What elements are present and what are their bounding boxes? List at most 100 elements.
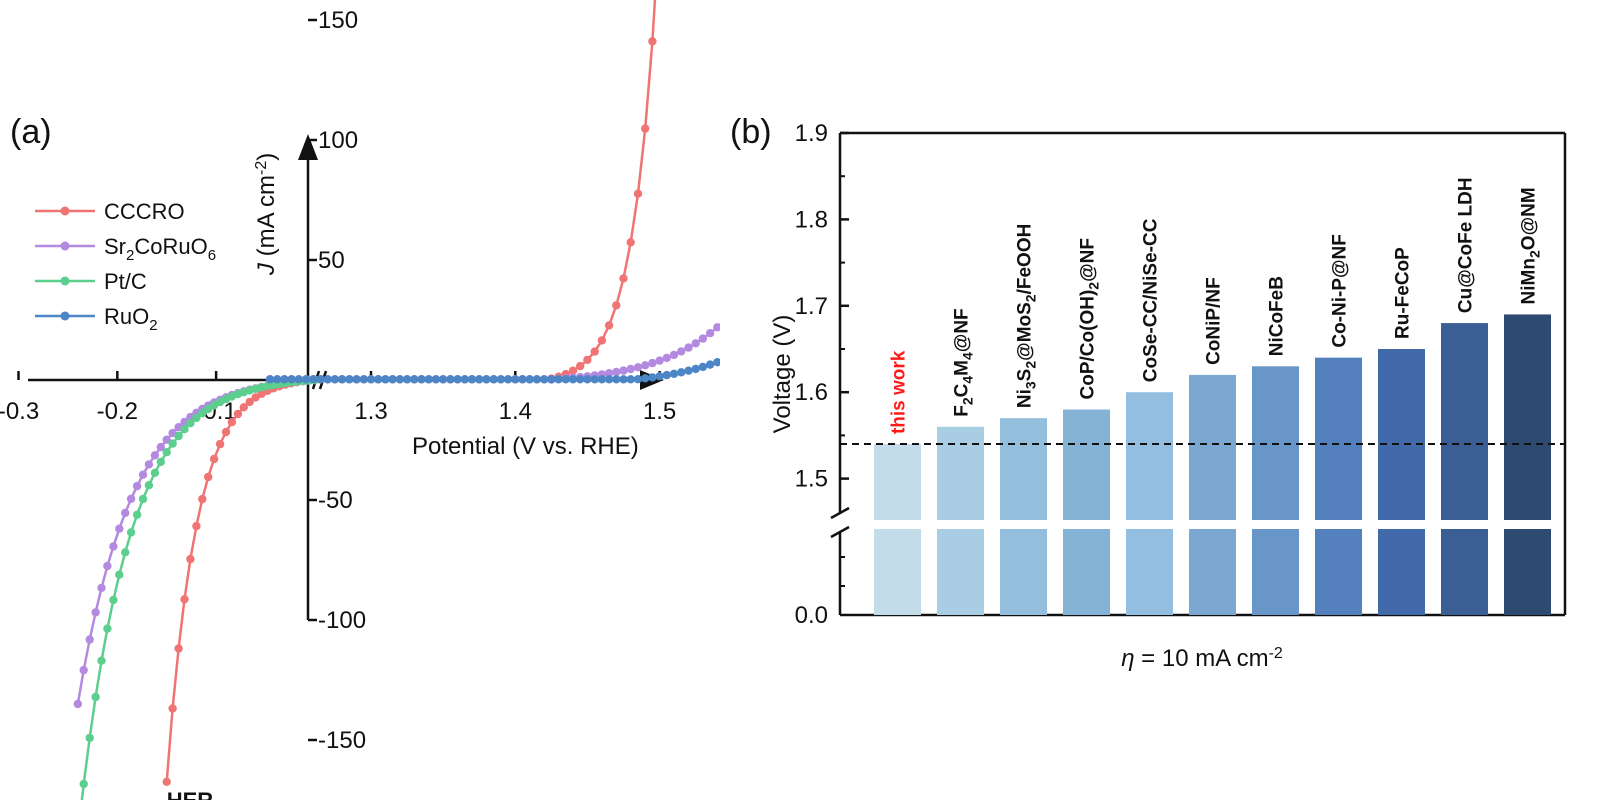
legend-marker xyxy=(60,241,70,251)
data-point xyxy=(192,413,201,423)
data-point xyxy=(280,375,289,384)
legend-label: RuO2 xyxy=(104,304,158,334)
data-point xyxy=(265,375,275,384)
bar-lower xyxy=(1504,529,1551,615)
data-point xyxy=(511,375,520,384)
y-tick-label: 100 xyxy=(318,127,358,154)
data-point xyxy=(662,370,671,380)
bar-label: NiMn2O@NM xyxy=(1519,187,1543,304)
y-tick-label: 1.9 xyxy=(795,120,828,147)
bar-label: F2C4M4@NF xyxy=(952,308,976,416)
data-point xyxy=(103,561,112,571)
data-point xyxy=(525,375,534,384)
data-point xyxy=(626,364,635,374)
data-point xyxy=(677,368,686,377)
bar-lower xyxy=(874,529,921,615)
data-point xyxy=(115,570,124,579)
data-point xyxy=(633,189,643,198)
x-tick-label: 1.4 xyxy=(499,398,532,425)
data-point xyxy=(417,375,426,384)
y-axis-label: J (mA cm-2) xyxy=(253,153,281,276)
bar-upper xyxy=(1441,323,1488,520)
data-point xyxy=(121,508,130,518)
data-point xyxy=(669,350,679,360)
data-point xyxy=(633,375,643,384)
data-point xyxy=(162,435,171,444)
data-point xyxy=(323,375,332,384)
bar-lower xyxy=(1189,529,1236,615)
bar-upper xyxy=(1378,349,1425,520)
data-point xyxy=(109,542,118,551)
data-point xyxy=(215,439,225,449)
annotation-oer: OER xyxy=(472,0,520,4)
series-line xyxy=(270,0,657,381)
bar-label: CoSe-CC/NiSe-CC xyxy=(1141,218,1162,382)
data-point xyxy=(453,375,462,384)
data-point xyxy=(245,397,254,407)
data-point xyxy=(198,494,207,504)
bar-lower xyxy=(1000,529,1047,615)
data-point xyxy=(91,608,100,617)
data-point xyxy=(301,375,311,384)
data-point xyxy=(489,375,498,384)
data-point xyxy=(85,635,94,644)
bar-lower xyxy=(1315,529,1362,615)
data-point xyxy=(641,124,650,133)
data-point xyxy=(174,431,183,441)
data-point xyxy=(467,375,477,384)
data-point xyxy=(186,419,195,428)
bar-label: CoP/Co(OH)2@NF xyxy=(1078,238,1102,399)
data-point xyxy=(180,595,189,604)
data-point xyxy=(691,339,700,348)
data-point xyxy=(684,343,693,352)
data-point xyxy=(150,451,160,460)
y-tick-label: 50 xyxy=(318,247,345,274)
data-point xyxy=(705,329,715,338)
y-axis-break-mark xyxy=(830,525,850,539)
data-point xyxy=(431,375,441,384)
data-point xyxy=(633,363,643,372)
legend-marker xyxy=(60,206,70,216)
series-ptc xyxy=(79,375,320,800)
bar-label: NiCoFeB xyxy=(1267,276,1288,356)
data-point xyxy=(691,364,700,374)
bar-lower xyxy=(937,529,984,615)
panel-a-polarization-chart: (a)15010050-50-100-150-0.4-0.3-0.2-0.11.… xyxy=(0,0,720,800)
data-point xyxy=(475,375,484,384)
data-point xyxy=(641,374,650,383)
data-point xyxy=(626,238,635,247)
data-point xyxy=(204,472,213,482)
data-point xyxy=(198,409,207,418)
annotation-her: HER xyxy=(167,788,214,800)
data-point xyxy=(677,347,686,356)
data-point xyxy=(273,375,282,384)
data-point xyxy=(126,494,136,503)
data-point xyxy=(604,375,614,384)
y-tick-label: 150 xyxy=(318,7,358,34)
data-point xyxy=(132,481,142,491)
data-point xyxy=(345,375,354,384)
data-point xyxy=(359,375,368,384)
data-point xyxy=(395,375,405,384)
data-point xyxy=(251,393,260,402)
data-point xyxy=(294,375,303,384)
bar-upper xyxy=(1315,357,1362,520)
y-axis-break-mark xyxy=(830,506,850,520)
data-point xyxy=(85,733,94,743)
bar-upper xyxy=(1000,418,1047,520)
bar-lower xyxy=(1063,529,1110,615)
data-point xyxy=(648,358,657,368)
y-axis-arrow xyxy=(298,134,318,160)
data-point xyxy=(576,375,585,384)
x-axis-label: η = 10 mA cm-2 xyxy=(1121,645,1283,673)
data-point xyxy=(669,369,679,378)
data-point xyxy=(180,425,189,434)
data-point xyxy=(684,366,693,375)
data-point xyxy=(540,375,549,384)
data-point xyxy=(227,417,237,427)
data-point xyxy=(698,362,708,372)
data-point xyxy=(115,524,124,533)
bar-lower xyxy=(1252,529,1299,615)
data-point xyxy=(239,403,248,412)
panel-a-label: (a) xyxy=(10,113,52,151)
